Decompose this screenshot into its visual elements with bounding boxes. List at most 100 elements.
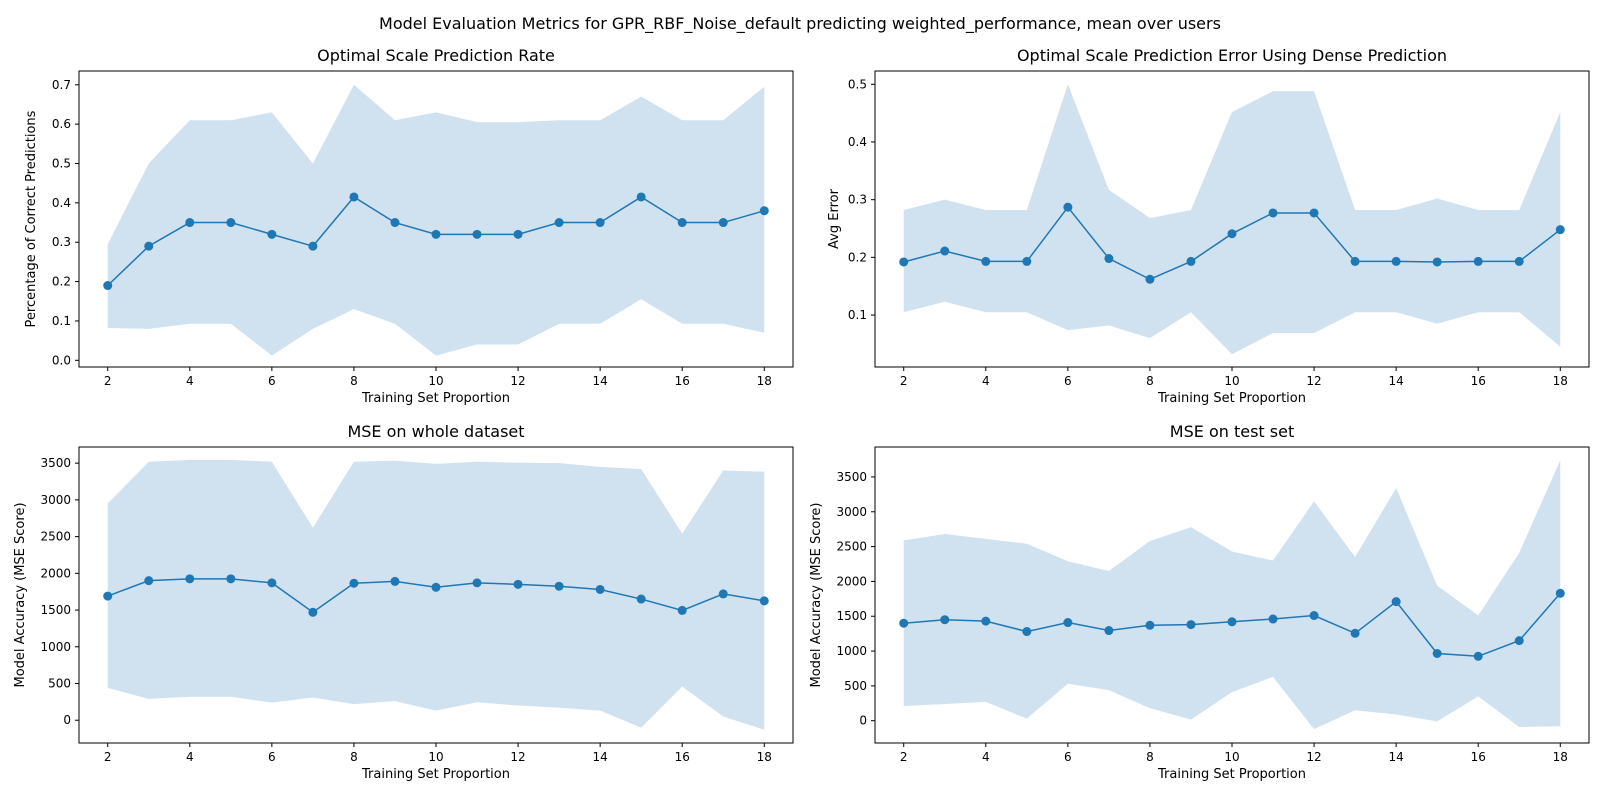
x-tick-label: 18 — [1553, 750, 1568, 764]
data-point — [677, 218, 687, 228]
data-point — [677, 605, 687, 615]
x-tick-label: 16 — [675, 750, 690, 764]
y-axis-label: Percentage of Correct Predictions — [24, 110, 39, 327]
data-point — [1186, 256, 1196, 266]
x-tick-label: 16 — [1471, 750, 1486, 764]
data-point — [1268, 208, 1278, 218]
x-tick-label: 14 — [592, 750, 607, 764]
x-tick-label: 6 — [268, 750, 276, 764]
data-point — [513, 579, 523, 589]
x-tick-label: 14 — [1388, 374, 1403, 388]
x-tick-label: 12 — [510, 750, 525, 764]
x-tick-label: 2 — [900, 374, 908, 388]
subplot-2: Optimal Scale Prediction Error Using Den… — [827, 46, 1590, 406]
y-tick-label: 0.3 — [848, 193, 867, 207]
data-point — [1063, 202, 1073, 212]
y-tick-label: 0.3 — [52, 235, 71, 249]
data-point — [1391, 256, 1401, 266]
data-point — [431, 582, 441, 592]
y-tick-label: 0.6 — [52, 117, 71, 131]
data-point — [1350, 628, 1360, 638]
y-axis-label: Avg Error — [827, 188, 842, 249]
x-tick-label: 12 — [510, 374, 525, 388]
data-point — [390, 576, 400, 586]
data-point — [1432, 257, 1442, 267]
data-point — [308, 607, 318, 617]
data-point — [1309, 611, 1319, 621]
y-axis-label: Model Accuracy (MSE Score) — [13, 502, 28, 687]
data-point — [1022, 256, 1032, 266]
x-axis-label: Training Set Proportion — [1157, 767, 1306, 782]
y-tick-label: 500 — [48, 677, 71, 691]
data-point — [1309, 208, 1319, 218]
data-point — [513, 229, 523, 239]
x-axis-label: Training Set Proportion — [361, 767, 510, 782]
subplot-title: MSE on whole dataset — [347, 422, 524, 441]
data-point — [267, 229, 277, 239]
data-point — [1268, 614, 1278, 624]
data-point — [308, 241, 318, 251]
data-point — [1350, 256, 1360, 266]
data-point — [1473, 651, 1483, 661]
confidence-band — [107, 84, 765, 356]
x-tick-label: 6 — [1064, 750, 1072, 764]
y-tick-label: 0.1 — [848, 308, 867, 322]
confidence-band — [903, 460, 1561, 730]
y-tick-label: 3000 — [836, 505, 867, 519]
data-point — [1227, 229, 1237, 239]
y-tick-label: 0.2 — [52, 275, 71, 289]
x-tick-label: 8 — [350, 374, 358, 388]
y-tick-label: 0.5 — [52, 157, 71, 171]
x-tick-label: 18 — [757, 750, 772, 764]
y-tick-label: 0.0 — [52, 353, 71, 367]
data-point — [472, 578, 482, 588]
y-tick-label: 0 — [63, 713, 71, 727]
data-point — [636, 192, 646, 202]
x-tick-label: 10 — [1224, 750, 1239, 764]
data-point — [185, 218, 195, 228]
subplot-4: MSE on test set 2 4 6 8 10 12 14 16 18 0 500 1000 150… — [809, 422, 1590, 782]
data-point — [1022, 627, 1032, 637]
data-point — [1432, 649, 1442, 658]
y-tick-label: 0 — [859, 714, 867, 728]
data-point — [718, 218, 728, 228]
data-point — [1473, 256, 1483, 266]
data-point — [759, 206, 769, 216]
data-point — [554, 581, 564, 591]
data-point — [1186, 620, 1196, 630]
data-point — [185, 574, 195, 584]
data-point — [1555, 588, 1565, 598]
data-point — [226, 218, 236, 228]
data-point — [390, 218, 400, 228]
data-point — [759, 596, 769, 606]
data-point — [940, 246, 950, 256]
data-point — [144, 576, 154, 586]
x-tick-label: 12 — [1306, 374, 1321, 388]
data-point — [226, 574, 236, 584]
data-point — [940, 615, 950, 625]
y-tick-label: 1000 — [836, 644, 867, 658]
figure-suptitle: Model Evaluation Metrics for GPR_RBF_Noi… — [379, 14, 1221, 34]
data-point — [472, 229, 482, 239]
y-tick-label: 3500 — [40, 456, 71, 470]
x-tick-label: 6 — [1064, 374, 1072, 388]
x-tick-label: 8 — [350, 750, 358, 764]
x-tick-label: 8 — [1146, 374, 1154, 388]
x-tick-label: 8 — [1146, 750, 1154, 764]
y-tick-label: 0.7 — [52, 78, 71, 92]
subplot-1: Optimal Scale Prediction Rate 2 4 6 8 10 12 14 1… — [24, 46, 794, 406]
data-point — [1391, 597, 1401, 607]
y-tick-label: 2500 — [836, 540, 867, 554]
data-point — [718, 589, 728, 599]
x-tick-label: 10 — [428, 374, 443, 388]
x-tick-label: 4 — [982, 750, 990, 764]
x-tick-label: 14 — [1388, 750, 1403, 764]
data-point — [349, 578, 359, 588]
data-point — [431, 229, 441, 239]
data-point — [899, 618, 909, 628]
data-point — [144, 241, 154, 251]
y-tick-label: 1500 — [836, 609, 867, 623]
y-tick-label: 1000 — [40, 640, 71, 654]
data-point — [595, 584, 605, 594]
